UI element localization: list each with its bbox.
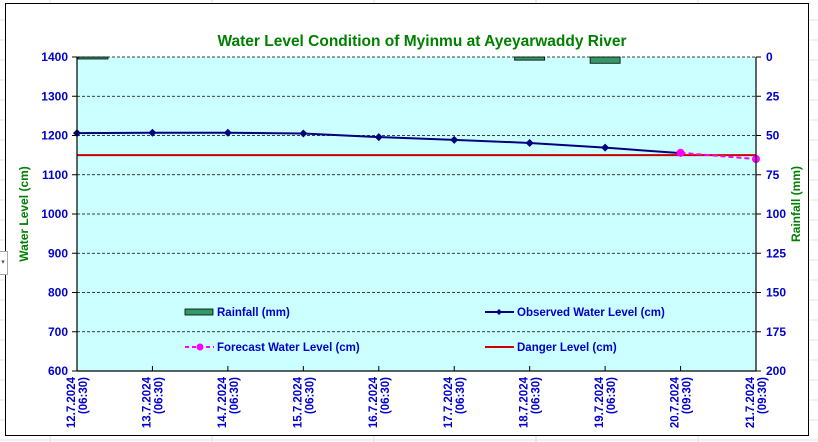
rainfall-bar (77, 56, 109, 60)
x-tick-time: (06:30) (153, 377, 165, 414)
y-tick-label: 700 (48, 325, 68, 339)
x-tick-time: (06:30) (455, 377, 467, 414)
legend: Rainfall (mm) Observed Water Level (cm) Fo… (184, 307, 665, 354)
x-tick-date: 13.7.2024 (141, 376, 153, 428)
y-tick-label: 1300 (41, 89, 68, 103)
x-tick-label: 20.7.2024 (09:30) (670, 376, 694, 428)
legend-label: Danger Level (cm) (517, 342, 617, 354)
x-tick-date: 21.7.2024 (745, 376, 757, 428)
x-tick-label: 19.7.2024 (06:30) (594, 376, 618, 428)
x-tick-time: (06:30) (606, 377, 618, 414)
observed-point (299, 129, 308, 138)
legend-label: Observed Water Level (cm) (517, 307, 665, 319)
y2-tick-label: 50 (766, 129, 780, 143)
x-tick-date: 15.7.2024 (292, 376, 304, 428)
x-tick-label: 13.7.2024 (06:30) (141, 376, 165, 428)
y2-tick-label: 100 (766, 207, 786, 221)
observed-point (223, 128, 232, 137)
forecast-line (680, 151, 757, 161)
x-tick-date: 14.7.2024 (217, 376, 229, 428)
y2-tick-label: 75 (766, 168, 780, 182)
y2-tick-label: 125 (766, 246, 786, 260)
legend-item: Forecast Water Level (cm) (185, 342, 360, 354)
x-tick-time: (06:30) (304, 377, 316, 414)
legend-label: Forecast Water Level (cm) (217, 342, 360, 354)
x-tick-date: 19.7.2024 (594, 376, 606, 428)
y-tick-label: 800 (48, 286, 68, 300)
observed-point (374, 133, 383, 142)
x-tick-time: (06:30) (229, 377, 241, 414)
rainfall-bar (514, 56, 546, 61)
x-axis-ticks: 12.7.2024 (06:30) 13.7.2024 (06:30) 14.7.202… (66, 366, 769, 428)
legend-item: Danger Level (cm) (485, 342, 617, 354)
x-tick-date: 18.7.2024 (519, 376, 531, 428)
left-axis-ticks: 600 700 800 900 1000 1100 1200 1300 1400 (41, 50, 77, 378)
legend-marker (196, 343, 204, 351)
x-tick-date: 16.7.2024 (368, 376, 380, 428)
y2-tick-label: 200 (766, 364, 786, 378)
observed-point (601, 143, 610, 152)
legend-item: Rainfall (mm) (184, 307, 290, 319)
x-tick-label: 14.7.2024 (06:30) (217, 376, 241, 428)
legend-marker (496, 309, 502, 315)
x-tick-label: 12.7.2024 (06:30) (66, 376, 90, 428)
y2-tick-label: 150 (766, 286, 786, 300)
x-tick-label: 16.7.2024 (06:30) (368, 376, 392, 428)
x-tick-label: 17.7.2024 (06:30) (443, 376, 467, 428)
y2-tick-label: 0 (766, 50, 773, 64)
x-tick-label: 18.7.2024 (06:30) (519, 376, 543, 428)
right-axis-label: Rainfall (mm) (789, 166, 803, 242)
y-tick-label: 1400 (41, 50, 68, 64)
left-axis-label: Water Level (cm) (17, 166, 31, 262)
observed-point (148, 128, 157, 137)
dropdown-handle[interactable]: ▾ (0, 251, 8, 275)
x-tick-time: (06:30) (380, 377, 392, 414)
x-tick-time: (06:30) (531, 377, 543, 414)
y2-tick-label: 175 (766, 325, 786, 339)
gridlines (77, 56, 756, 333)
observed-point (525, 138, 534, 147)
rainfall-bar (589, 56, 621, 64)
x-tick-time: (09:30) (757, 377, 769, 414)
y-tick-label: 1000 (41, 207, 68, 221)
y2-tick-label: 25 (766, 89, 780, 103)
rainfall-bars (77, 56, 621, 64)
y-tick-label: 1200 (41, 129, 68, 143)
x-tick-time: (06:30) (78, 377, 90, 414)
legend-item: Observed Water Level (cm) (485, 307, 665, 319)
forecast-point (676, 148, 685, 157)
x-tick-date: 20.7.2024 (670, 376, 682, 428)
y-tick-label: 900 (48, 246, 68, 260)
observed-point (450, 135, 459, 144)
x-tick-label: 21.7.2024 (09:30) (745, 376, 769, 428)
x-tick-date: 17.7.2024 (443, 376, 455, 428)
x-tick-time: (09:30) (682, 377, 694, 414)
y-tick-label: 600 (48, 364, 68, 378)
x-tick-date: 12.7.2024 (66, 376, 78, 428)
chart-title: Water Level Condition of Myinmu at Ayeya… (217, 33, 626, 50)
right-axis-ticks: 0 25 50 75 100 125 150 175 200 (756, 50, 786, 378)
legend-swatch-rainfall (184, 308, 214, 316)
x-tick-label: 15.7.2024 (06:30) (292, 376, 316, 428)
y-tick-label: 1100 (42, 168, 68, 182)
legend-label: Rainfall (mm) (217, 307, 290, 319)
